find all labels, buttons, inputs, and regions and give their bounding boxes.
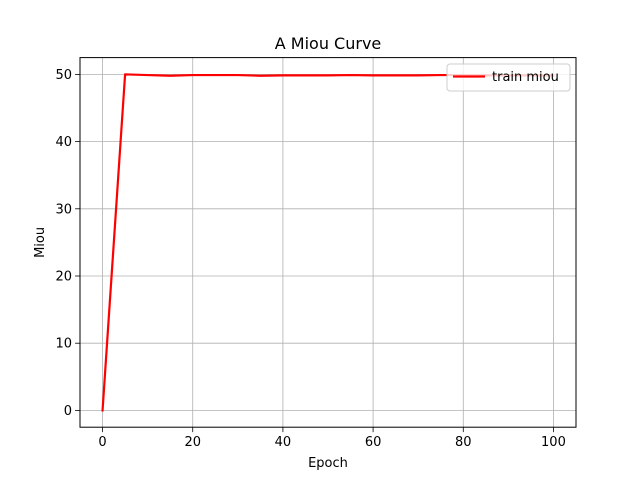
x-axis-label: Epoch: [308, 456, 348, 471]
legend: train miou: [446, 63, 571, 92]
x-tick-label-40: 40: [275, 435, 292, 450]
y-tick-label-0: 0: [64, 404, 72, 419]
grid: [80, 57, 576, 428]
x-tick-label-20: 20: [184, 435, 201, 450]
x-tick-label-60: 60: [365, 435, 382, 450]
y-axis: 0 10 20 30 40 50: [55, 68, 80, 419]
x-tick-label-80: 80: [455, 435, 472, 450]
legend-frame: [446, 63, 571, 92]
x-tick-label-100: 100: [541, 435, 566, 450]
x-axis: 0 20 40 60 80 100: [98, 427, 566, 450]
y-tick-label-50: 50: [55, 68, 72, 83]
x-tick-label-0: 0: [98, 435, 106, 450]
y-tick-label-40: 40: [55, 135, 72, 150]
chart-title: A Miou Curve: [275, 34, 382, 53]
y-tick-label-20: 20: [55, 270, 72, 285]
y-tick-label-30: 30: [55, 202, 72, 217]
legend-label-train-miou: train miou: [492, 70, 559, 85]
plot-area-frame: [79, 57, 577, 428]
y-tick-label-10: 10: [55, 337, 72, 352]
y-axis-label: Miou: [33, 227, 48, 258]
